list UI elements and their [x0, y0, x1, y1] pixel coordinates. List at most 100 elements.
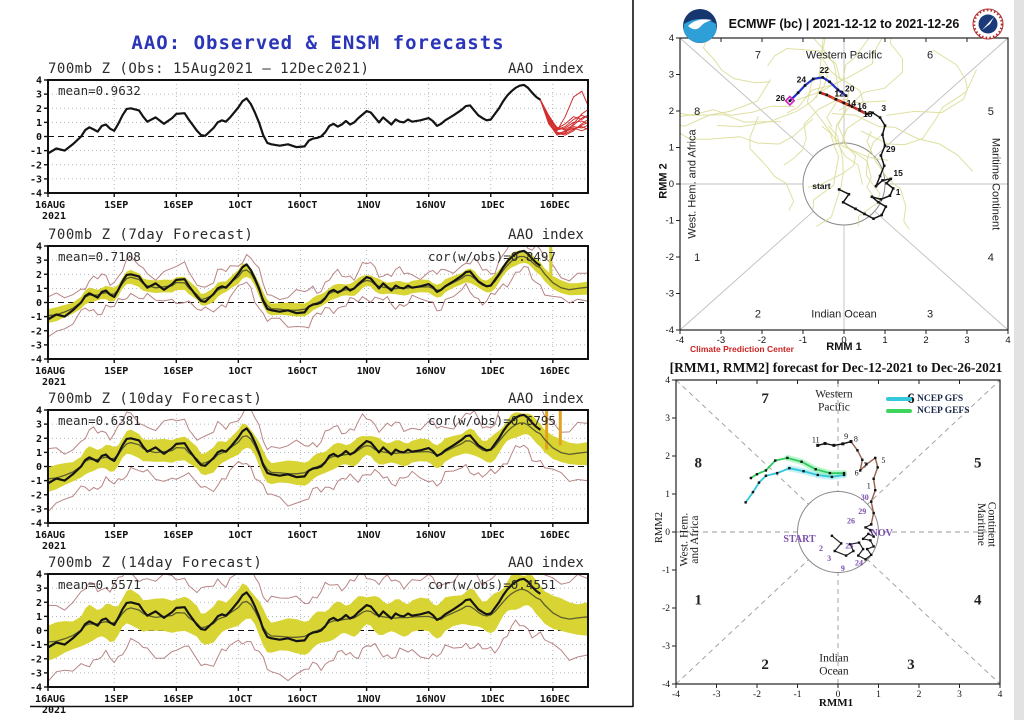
- svg-text:8: 8: [854, 435, 858, 444]
- legend-ncep-gfs: NCEP GFS: [886, 394, 963, 404]
- svg-text:7: 7: [755, 49, 761, 61]
- svg-text:-1: -1: [794, 690, 802, 700]
- svg-text:2: 2: [755, 309, 761, 321]
- svg-text:Pacific: Pacific: [818, 402, 850, 414]
- svg-text:-2: -2: [30, 654, 42, 665]
- svg-text:16AUG: 16AUG: [35, 200, 65, 211]
- svg-text:-1: -1: [30, 640, 42, 651]
- svg-text:1: 1: [896, 187, 901, 197]
- svg-text:-3: -3: [662, 642, 670, 652]
- svg-text:2: 2: [36, 270, 42, 281]
- svg-text:1SEP: 1SEP: [104, 200, 128, 211]
- svg-text:16OCT: 16OCT: [287, 530, 317, 541]
- svg-text:0: 0: [669, 179, 674, 190]
- panel3-header: 700mb Z (10day Forecast): [48, 391, 263, 407]
- cpc-credit-text: Climate Prediction Center: [690, 344, 794, 354]
- svg-text:1DEC: 1DEC: [481, 366, 505, 377]
- svg-text:7: 7: [761, 391, 769, 407]
- panel1-header: 700mb Z (Obs: 15Aug2021 – 12Dec2021): [48, 61, 370, 77]
- svg-text:Indian Ocean: Indian Ocean: [811, 309, 876, 321]
- svg-text:1OCT: 1OCT: [228, 200, 252, 211]
- svg-text:-4: -4: [666, 325, 674, 336]
- ecmwf-yaxis-label: RMM 2: [657, 163, 670, 199]
- svg-text:16NOV: 16NOV: [416, 694, 446, 705]
- ensemble-cloud: [680, 38, 977, 230]
- svg-text:16OCT: 16OCT: [287, 200, 317, 211]
- gfs-legend-swatch: [886, 397, 912, 401]
- svg-text:start: start: [812, 181, 831, 191]
- svg-text:NOV: NOV: [871, 528, 894, 539]
- svg-text:0: 0: [665, 528, 670, 538]
- panel4-mean-stat: mean=0.5571: [58, 577, 141, 592]
- panel2-mean-stat: mean=0.7108: [58, 249, 141, 264]
- svg-text:3: 3: [827, 554, 831, 563]
- svg-text:3: 3: [669, 70, 674, 81]
- svg-text:1NOV: 1NOV: [357, 200, 381, 211]
- svg-text:16AUG: 16AUG: [35, 694, 65, 705]
- svg-text:-3: -3: [717, 335, 725, 346]
- svg-text:0: 0: [36, 626, 42, 637]
- svg-text:Indian: Indian: [819, 652, 849, 664]
- svg-text:3: 3: [957, 690, 962, 700]
- svg-text:6: 6: [855, 469, 859, 478]
- gefs-legend-label: NCEP GEFS: [917, 406, 970, 416]
- svg-text:14: 14: [847, 98, 857, 108]
- svg-text:4: 4: [1005, 335, 1010, 346]
- svg-text:8: 8: [695, 456, 703, 472]
- svg-text:6: 6: [927, 49, 933, 61]
- svg-text:1: 1: [36, 448, 42, 459]
- svg-text:24: 24: [855, 558, 863, 567]
- svg-text:-3: -3: [30, 668, 42, 679]
- svg-text:3: 3: [36, 420, 42, 431]
- page-edge-strip: [1014, 0, 1024, 720]
- svg-text:2021: 2021: [42, 541, 66, 552]
- svg-text:16SEP: 16SEP: [163, 200, 193, 211]
- svg-text:1DEC: 1DEC: [481, 530, 505, 541]
- svg-text:-4: -4: [30, 519, 42, 530]
- panel4-right-header: AAO index: [508, 555, 584, 571]
- svg-text:-4: -4: [30, 355, 42, 366]
- svg-text:2021: 2021: [42, 377, 66, 388]
- rmm-forecast-plot: -4-4-3-3-2-2-1-1001122334476851423Wester…: [662, 376, 1003, 700]
- svg-text:-2: -2: [30, 490, 42, 501]
- svg-text:16OCT: 16OCT: [287, 694, 317, 705]
- svg-text:2: 2: [36, 104, 42, 115]
- svg-text:4: 4: [988, 252, 994, 264]
- svg-text:16: 16: [857, 101, 867, 111]
- svg-text:4: 4: [665, 376, 670, 386]
- svg-text:2: 2: [665, 452, 670, 462]
- svg-text:4: 4: [36, 76, 42, 87]
- svg-text:3: 3: [36, 90, 42, 101]
- svg-text:1SEP: 1SEP: [104, 694, 128, 705]
- svg-text:0: 0: [841, 335, 846, 346]
- svg-text:2: 2: [917, 690, 922, 700]
- aao-main-title: AAO: Observed & ENSM forecasts: [131, 32, 505, 54]
- svg-text:2: 2: [819, 544, 823, 553]
- svg-text:Maritime: Maritime: [975, 503, 987, 546]
- svg-text:4: 4: [36, 570, 42, 581]
- svg-text:16DEC: 16DEC: [540, 694, 570, 705]
- svg-text:0: 0: [36, 462, 42, 473]
- svg-text:9: 9: [841, 564, 845, 573]
- svg-text:-1: -1: [30, 312, 42, 323]
- ecmwf-phase-title: ECMWF (bc) | 2021-12-12 to 2021-12-26: [728, 17, 960, 31]
- rmm-yaxis-label: RMM2: [653, 512, 665, 543]
- svg-text:4: 4: [36, 242, 42, 253]
- svg-text:-2: -2: [662, 604, 670, 614]
- svg-text:3: 3: [665, 414, 670, 424]
- svg-text:0: 0: [836, 690, 841, 700]
- panel2-right-header: AAO index: [508, 227, 584, 243]
- svg-text:Western Pacific: Western Pacific: [806, 49, 883, 61]
- svg-text:1: 1: [882, 335, 887, 346]
- svg-text:-3: -3: [30, 340, 42, 351]
- svg-text:1: 1: [36, 118, 42, 129]
- svg-text:1SEP: 1SEP: [104, 530, 128, 541]
- svg-text:1: 1: [695, 592, 703, 608]
- svg-text:-1: -1: [30, 476, 42, 487]
- svg-text:Continent: Continent: [986, 502, 998, 548]
